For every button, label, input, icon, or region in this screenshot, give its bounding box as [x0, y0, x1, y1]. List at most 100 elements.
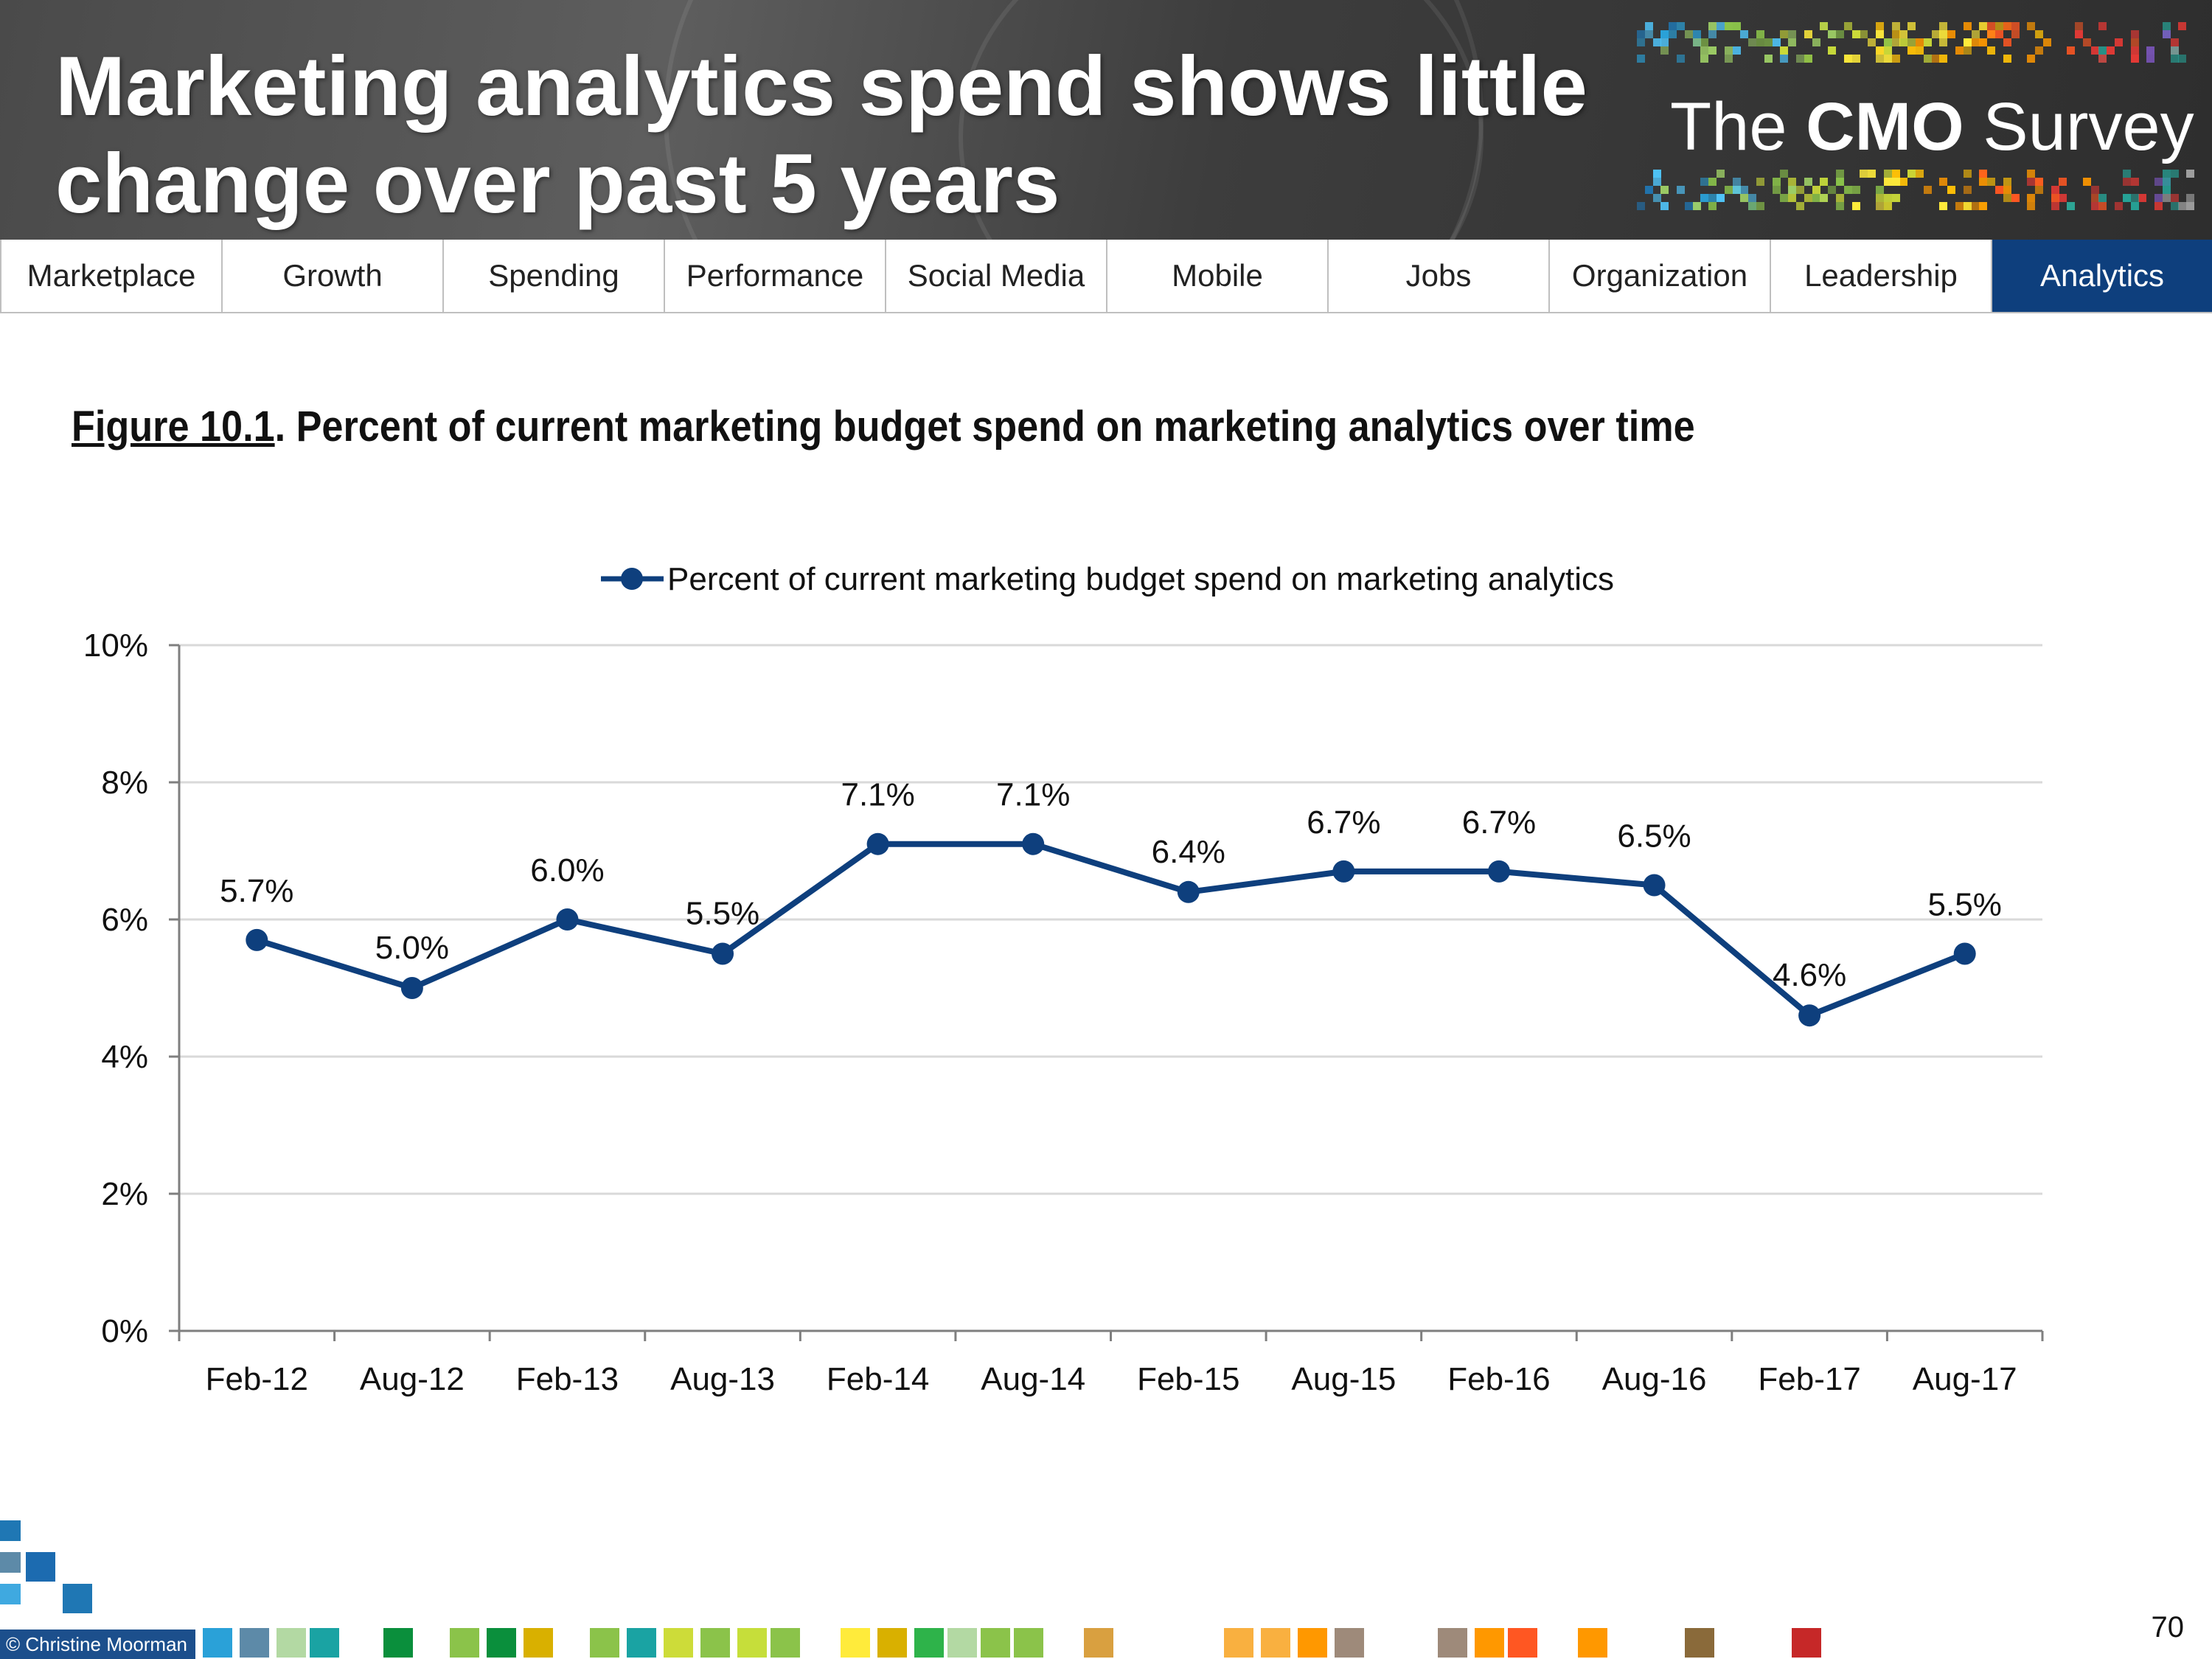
line-chart: 0% 2% 4% 6% 8% 10% Feb-12 Aug-12 Feb-13 Aug-13 Feb… — [83, 561, 2044, 1397]
logo-pixel — [1748, 202, 1757, 210]
axes: 0% 2% 4% 6% 8% 10% Feb-12 Aug-12 Feb-13 Aug-13 Feb… — [83, 627, 2044, 1397]
logo-pixel — [1652, 178, 1661, 186]
x-tick-label: Aug-16 — [1602, 1361, 1707, 1397]
logo-pixel — [1700, 46, 1709, 55]
footer-square — [1224, 1628, 1253, 1658]
figure-number: Figure 10.1 — [72, 403, 275, 451]
footer-square — [664, 1628, 693, 1658]
logo-pixel — [1876, 22, 1884, 30]
footer-square — [737, 1628, 767, 1658]
logo-pixel — [1708, 46, 1717, 55]
tab-jobs[interactable]: Jobs — [1329, 240, 1550, 312]
logo-pixel — [2178, 202, 2187, 210]
logo-pixel — [2090, 186, 2099, 194]
logo-pixel — [2051, 186, 2059, 194]
logo-pixel — [1883, 170, 1892, 178]
logo-pixel — [1700, 55, 1709, 63]
tab-organization[interactable]: Organization — [1550, 240, 1771, 312]
footer-square — [276, 1628, 306, 1658]
tab-leadership[interactable]: Leadership — [1771, 240, 1992, 312]
logo-pixel — [1756, 30, 1764, 38]
logo-pixel — [1923, 38, 1932, 46]
data-point — [1487, 860, 1510, 883]
logo-pixel — [1883, 202, 1892, 210]
logo-pixel — [1987, 178, 1996, 186]
logo-pixel — [2027, 194, 2036, 202]
logo-pixel — [1891, 194, 1900, 202]
logo-pixel — [1732, 178, 1741, 186]
logo-pixel — [1907, 22, 1916, 30]
data-label: 4.6% — [1773, 957, 1846, 993]
logo-pixel — [1660, 46, 1669, 55]
data-point — [1643, 874, 1666, 897]
tab-marketplace[interactable]: Marketplace — [0, 240, 223, 312]
logo-pixel — [1979, 202, 1988, 210]
logo-pixel — [1876, 186, 1884, 194]
logo-pixel — [1963, 46, 1972, 55]
logo-pixel — [1963, 186, 1972, 194]
logo-pixel — [1717, 170, 1725, 178]
logo-pixel — [1836, 170, 1844, 178]
logo-pixel — [2059, 194, 2067, 202]
logo-pixel — [2186, 170, 2195, 178]
x-tick-label: Feb-12 — [206, 1361, 308, 1397]
x-tick-label: Feb-15 — [1137, 1361, 1239, 1397]
logo-pixel — [2011, 22, 2020, 30]
x-tick-label: Feb-14 — [827, 1361, 929, 1397]
logo-pixel — [1947, 186, 1956, 194]
logo-pixel — [2146, 55, 2155, 63]
logo-pixel — [1652, 38, 1661, 46]
logo-pixel — [1804, 178, 1812, 186]
logo-pixel — [1891, 38, 1900, 46]
logo-pixel — [1652, 170, 1661, 178]
logo-pixel — [2051, 202, 2059, 210]
tab-social-media[interactable]: Social Media — [886, 240, 1107, 312]
copyright: © Christine Moorman — [0, 1630, 195, 1659]
footer-square — [1475, 1628, 1504, 1658]
logo-pixel — [1843, 55, 1852, 63]
footer-square — [450, 1628, 479, 1658]
logo-pixel — [1708, 178, 1717, 186]
logo-pixel — [2003, 194, 2011, 202]
logo-pixel — [2035, 46, 2043, 55]
logo-pixel — [2003, 186, 2011, 194]
logo-pixel — [1684, 30, 1693, 38]
logo-pixel — [1923, 55, 1932, 63]
tab-spending[interactable]: Spending — [444, 240, 665, 312]
logo-pixel — [1756, 38, 1764, 46]
logo-pixel — [1963, 202, 1972, 210]
logo-pixel — [1851, 202, 1860, 210]
logo-pixel — [2146, 46, 2155, 55]
brand-bold: CMO — [1806, 89, 1964, 164]
logo-pixel — [1748, 194, 1757, 202]
data-label: 7.1% — [996, 777, 1070, 813]
logo-pixel — [1916, 170, 1924, 178]
footer-square — [0, 1584, 21, 1604]
logo-pixel — [1836, 202, 1844, 210]
logo-pixel — [2130, 38, 2139, 46]
tab-analytics[interactable]: Analytics — [1992, 240, 2212, 312]
logo-pixel — [1780, 30, 1789, 38]
brand-wordmark: The CMO Survey — [1670, 88, 2201, 166]
footer-square — [1578, 1628, 1607, 1658]
logo-pixel — [2162, 178, 2171, 186]
logo-pixel — [2035, 178, 2043, 186]
logo-pixel — [2170, 55, 2179, 63]
tab-mobile[interactable]: Mobile — [1107, 240, 1329, 312]
logo-pixel — [2154, 194, 2163, 202]
logo-pixel — [1979, 22, 1988, 30]
logo-pixel — [2162, 194, 2171, 202]
logo-pixel — [2130, 55, 2139, 63]
tab-performance[interactable]: Performance — [665, 240, 886, 312]
data-label: 6.4% — [1152, 834, 1225, 870]
brand-suffix: Survey — [1983, 89, 2194, 164]
logo-pixel — [2051, 194, 2059, 202]
logo-pixel — [1883, 178, 1892, 186]
logo-pixel — [2042, 38, 2051, 46]
logo-pixel — [1780, 194, 1789, 202]
logo-pixel — [1796, 202, 1804, 210]
logo-pixel — [2003, 22, 2011, 30]
logo-pixel — [2130, 194, 2139, 202]
tab-growth[interactable]: Growth — [223, 240, 444, 312]
footer-square — [1335, 1628, 1364, 1658]
